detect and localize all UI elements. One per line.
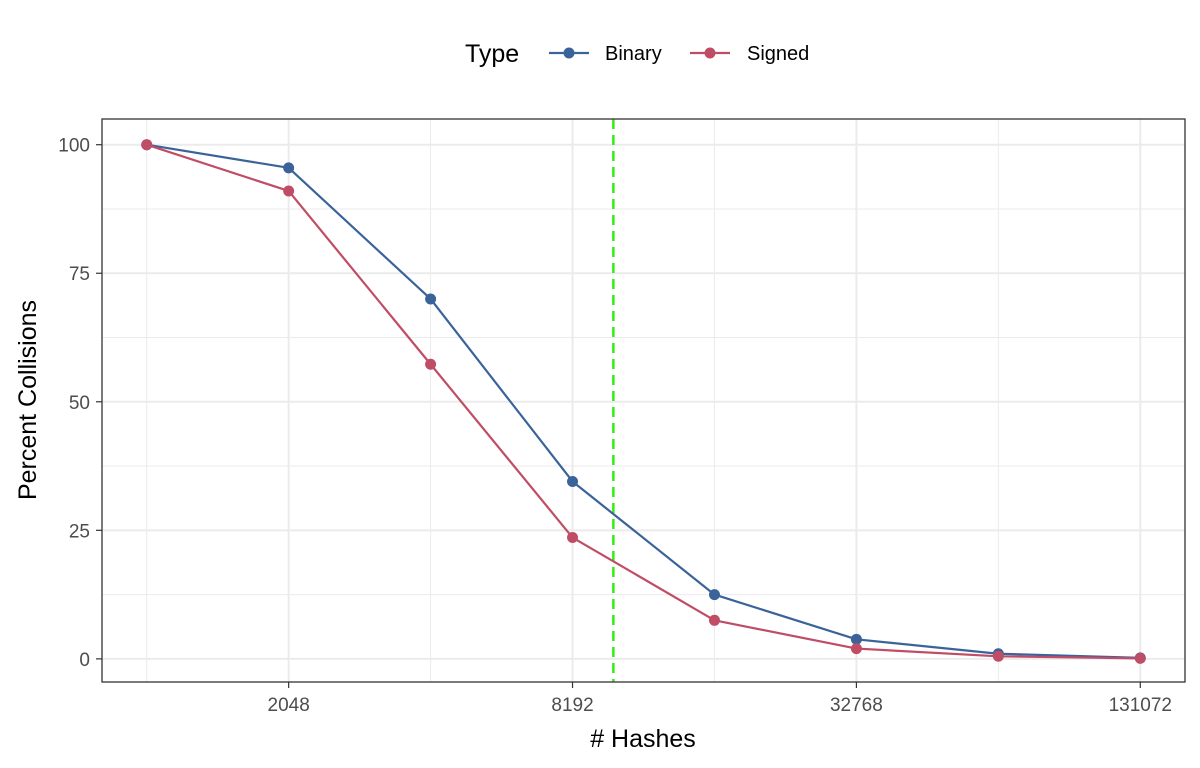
data-point-binary	[283, 162, 295, 174]
legend-label-signed: Signed	[747, 43, 809, 65]
legend-label-binary: Binary	[605, 43, 662, 65]
y-tick-label: 100	[58, 136, 90, 157]
data-point-binary	[850, 633, 862, 645]
data-point-signed	[283, 185, 295, 197]
legend: Type Binary Signed	[465, 40, 809, 68]
legend-key-signed-point	[704, 47, 716, 59]
legend-title: Type	[465, 40, 519, 68]
x-tick-label: 131072	[1109, 695, 1172, 716]
y-tick-label: 50	[69, 393, 90, 414]
grid-minor	[102, 119, 1185, 682]
y-tick-label: 0	[79, 650, 90, 671]
x-axis: 2048 8192 32768 131072	[268, 682, 1172, 716]
data-point-signed	[850, 643, 862, 655]
y-tick-label: 25	[69, 521, 90, 542]
y-tick-label: 75	[69, 264, 90, 285]
x-axis-title: # Hashes	[590, 725, 696, 753]
data-point-signed	[1134, 652, 1146, 664]
grid-major	[102, 119, 1185, 682]
y-axis-title: Percent Collisions	[14, 300, 42, 500]
data-point-signed	[567, 532, 579, 544]
series-line-signed	[146, 143, 1141, 660]
data-point-signed	[425, 358, 437, 370]
data-point-binary	[708, 589, 720, 601]
legend-key-binary-point	[563, 47, 575, 59]
x-tick-label: 8192	[551, 695, 593, 716]
plot-panel	[102, 119, 1185, 682]
plot-border	[101, 118, 1186, 683]
y-axis: 0 25 50 75 100	[58, 136, 102, 671]
data-point-signed	[992, 650, 1004, 662]
series-layer	[141, 139, 1146, 664]
data-point-signed	[708, 614, 720, 626]
data-point-binary	[567, 475, 579, 487]
data-point-binary	[425, 293, 437, 305]
x-tick-label: 2048	[268, 695, 310, 716]
x-tick-label: 32768	[830, 695, 883, 716]
series-line-binary	[146, 143, 1141, 659]
data-point-signed	[141, 139, 153, 151]
